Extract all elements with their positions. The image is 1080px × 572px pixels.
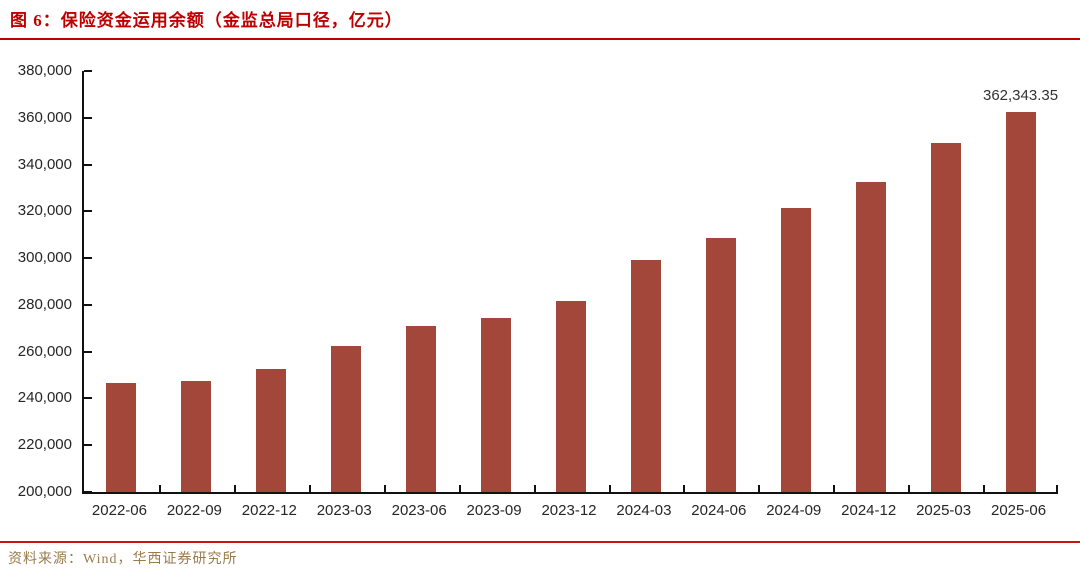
x-tick-label: 2023-06	[391, 502, 447, 519]
bar	[481, 317, 512, 492]
footer-rule	[0, 541, 1080, 543]
x-tick-label: 2023-03	[316, 502, 372, 519]
plot-area: 362,343.35	[82, 70, 1058, 494]
x-axis-tick	[833, 485, 836, 492]
y-axis-tick	[84, 70, 92, 72]
x-axis-labels: 2022-06 2022-09 2022-12 2023-03 2023-06 2023-…	[82, 502, 1056, 519]
x-axis-tick	[533, 485, 536, 492]
y-axis-tick	[84, 303, 92, 306]
y-tick-label: 240,000	[17, 389, 72, 407]
y-tick-label: 280,000	[17, 295, 72, 313]
y-axis-tick	[84, 444, 92, 447]
x-tick-label: 2024-09	[766, 502, 822, 519]
bar	[780, 208, 811, 492]
y-axis-tick	[84, 397, 92, 400]
bar	[705, 237, 736, 492]
source-note: 资料来源：Wind，华西证券研究所	[8, 552, 238, 567]
bar-chart: 380,000 360,000 340,000 320,000 300,000 280,0…	[0, 55, 1080, 535]
x-axis-tick	[458, 485, 461, 492]
bar-slot	[384, 71, 459, 492]
x-tick-label: 2022-06	[91, 502, 147, 519]
bar	[855, 181, 886, 492]
x-axis-tick	[683, 485, 686, 492]
bars-container: 362,343.35	[84, 71, 1058, 492]
x-tick-label: 2023-12	[541, 502, 597, 519]
x-axis-tick	[908, 485, 911, 492]
bar-slot	[459, 71, 534, 492]
bar	[331, 345, 362, 492]
bar	[630, 259, 661, 492]
bar-slot: 362,343.35	[983, 71, 1058, 492]
bar	[930, 142, 961, 492]
y-tick-label: 300,000	[17, 249, 72, 267]
y-tick-label: 360,000	[17, 108, 72, 126]
x-tick-label: 2025-06	[990, 502, 1047, 519]
x-axis-tick	[308, 485, 311, 492]
bar-value-label: 362,343.35	[982, 87, 1059, 105]
x-tick-label: 2022-09	[166, 502, 222, 519]
x-axis-tick	[383, 485, 386, 492]
y-axis-tick	[84, 257, 92, 260]
figure-title: 图 6：保险资金运用余额（金监总局口径，亿元）	[10, 11, 403, 30]
y-axis-tick	[84, 210, 92, 213]
x-tick-label: 2024-03	[616, 502, 672, 519]
bar	[555, 301, 586, 492]
y-tick-label: 380,000	[17, 62, 72, 79]
bar-slot	[608, 71, 683, 492]
bar	[1005, 112, 1036, 492]
bar	[106, 383, 137, 492]
bar-slot	[309, 71, 384, 492]
y-tick-label: 340,000	[17, 155, 72, 173]
bar	[181, 380, 212, 492]
y-axis-tick	[84, 116, 92, 119]
y-tick-label: 200,000	[17, 483, 72, 500]
bar-slot	[908, 71, 983, 492]
x-tick-label: 2022-12	[241, 502, 297, 519]
bar-slot	[534, 71, 609, 492]
x-tick-label: 2024-12	[841, 502, 897, 519]
x-axis-tick	[233, 485, 236, 492]
x-axis-tick	[158, 485, 161, 492]
y-tick-label: 320,000	[17, 202, 72, 220]
x-tick-label: 2025-03	[916, 502, 972, 519]
x-tick-label: 2024-06	[691, 502, 747, 519]
bar-slot	[758, 71, 833, 492]
bar-slot	[234, 71, 309, 492]
x-axis-tick	[758, 485, 761, 492]
bar-slot	[833, 71, 908, 492]
bar-slot	[84, 71, 159, 492]
bar	[406, 325, 437, 492]
bar-slot	[683, 71, 758, 492]
x-axis-tick	[608, 485, 611, 492]
title-underline	[0, 38, 1080, 40]
x-axis-tick	[1056, 485, 1058, 492]
y-tick-label: 220,000	[17, 436, 72, 454]
y-tick-label: 260,000	[17, 342, 72, 360]
bar	[256, 369, 287, 492]
y-axis-tick	[84, 491, 92, 493]
y-axis-tick	[84, 350, 92, 353]
bar-slot	[159, 71, 234, 492]
x-tick-label: 2023-09	[466, 502, 522, 519]
x-axis-tick	[983, 485, 986, 492]
y-axis-tick	[84, 163, 92, 166]
